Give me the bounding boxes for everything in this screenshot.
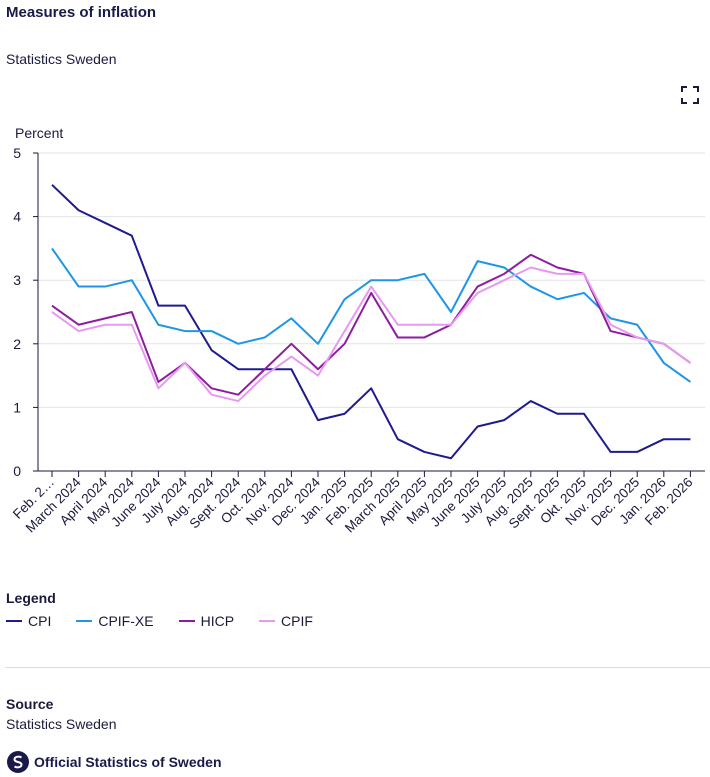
y-tick-label: 2 <box>13 336 21 352</box>
legend: CPI CPIF-XE HICP CPIF <box>6 613 338 629</box>
official-statistics-logo-icon <box>7 751 29 773</box>
y-tick-label: 4 <box>13 209 21 225</box>
legend-swatch <box>6 620 22 622</box>
chart-subtitle: Statistics Sweden <box>6 51 117 67</box>
legend-swatch <box>178 620 195 622</box>
source-title: Source <box>6 696 54 712</box>
legend-label: CPI <box>28 613 52 629</box>
fullscreen-icon[interactable] <box>681 86 699 104</box>
legend-item-cpi[interactable]: CPI <box>6 613 51 629</box>
logo: Official Statistics of Sweden <box>6 750 222 774</box>
chart-title: Measures of inflation <box>6 4 157 21</box>
legend-label: CPIF-XE <box>98 613 154 629</box>
legend-swatch <box>76 620 93 622</box>
legend-label: CPIF <box>281 613 313 629</box>
y-tick-label: 0 <box>13 463 21 479</box>
series-line-cpif[interactable] <box>51 266 691 403</box>
y-tick-label: 3 <box>13 272 21 288</box>
y-tick-label: 1 <box>13 399 21 415</box>
series-line-cpif-xe[interactable] <box>51 247 691 383</box>
legend-swatch <box>259 620 276 622</box>
logo-text: Official Statistics of Sweden <box>34 754 222 770</box>
y-axis-label: Percent <box>15 125 63 141</box>
legend-item-cpif[interactable]: CPIF <box>259 613 313 629</box>
legend-label: HICP <box>200 613 235 629</box>
legend-title: Legend <box>6 590 56 606</box>
divider <box>5 667 710 668</box>
y-tick-label: 5 <box>13 145 21 161</box>
source-text: Statistics Sweden <box>6 716 117 732</box>
legend-item-hicp[interactable]: HICP <box>178 613 235 629</box>
series-lines <box>51 184 691 460</box>
legend-item-cpif-xe[interactable]: CPIF-XE <box>76 613 154 629</box>
y-axis-ticks: 0 1 2 3 4 5 <box>13 145 39 479</box>
series-line-cpi[interactable] <box>51 184 691 460</box>
